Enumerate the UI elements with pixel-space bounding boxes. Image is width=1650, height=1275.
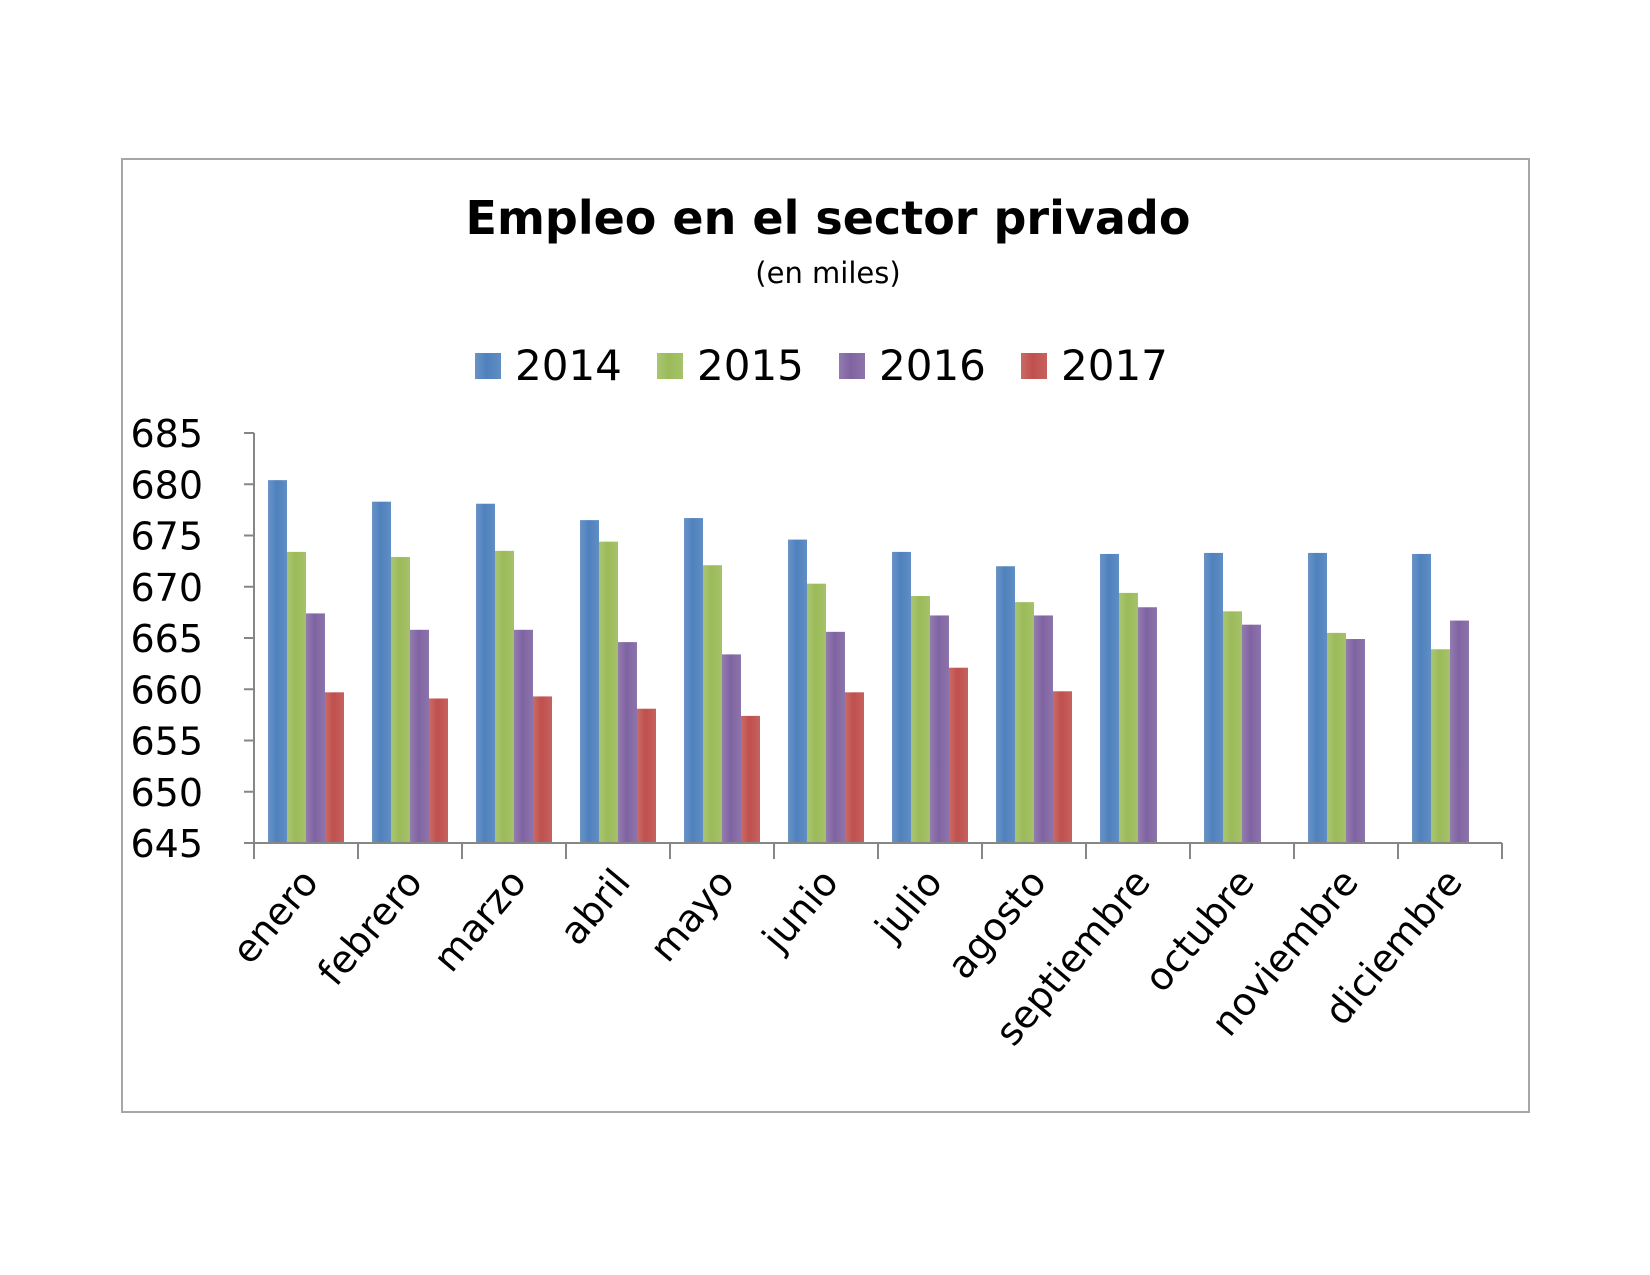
y-tick-label: 660: [130, 668, 203, 712]
bar-2014-diciembre: [1412, 553, 1431, 843]
bar-2015-julio: [911, 595, 930, 843]
y-tick-label: 650: [130, 771, 203, 815]
bar-2015-septiembre: [1119, 592, 1138, 843]
bar-2015-marzo: [495, 550, 514, 843]
bar-2014-febrero: [372, 501, 391, 843]
y-tick-label: 645: [130, 822, 203, 866]
bar-2016-agosto: [1034, 615, 1053, 843]
y-tick-label: 655: [130, 720, 203, 764]
chart-svg: Empleo en el sector privado (en miles) 2…: [130, 191, 1503, 1054]
bar-2014-julio: [892, 551, 911, 843]
legend-swatch-2015: [657, 353, 683, 379]
y-tick-label: 675: [130, 515, 203, 559]
bar-2014-octubre: [1204, 552, 1223, 843]
bar-2014-mayo: [684, 518, 703, 843]
x-tick-label-junio: junio: [753, 861, 847, 961]
y-tick-label: 685: [130, 412, 203, 456]
chart-frame: Empleo en el sector privado (en miles) 2…: [121, 158, 1530, 1113]
bar-2014-junio: [788, 539, 807, 843]
bar-2017-mayo: [741, 715, 760, 843]
bar-2016-junio: [826, 631, 845, 843]
bar-2015-noviembre: [1327, 632, 1346, 843]
y-tick-label: 665: [130, 617, 203, 661]
chart-subtitle: (en miles): [755, 256, 900, 290]
x-tick-label-enero: enero: [223, 861, 327, 973]
y-axis: 645 650 655 660 665 670 675 680 685: [130, 412, 255, 866]
legend-label-2016: 2016: [879, 341, 986, 390]
x-tick-label-julio: julio: [866, 861, 951, 951]
bar-2017-febrero: [429, 698, 448, 843]
bar-2015-diciembre: [1431, 649, 1450, 843]
legend-swatch-2017: [1021, 353, 1047, 379]
legend: 2014 2015 2016 2017: [475, 341, 1168, 390]
bar-2014-noviembre: [1308, 552, 1327, 843]
bars: [268, 480, 1469, 843]
x-tick-label-marzo: marzo: [425, 861, 535, 981]
legend-label-2017: 2017: [1061, 341, 1168, 390]
bar-2015-agosto: [1015, 602, 1034, 843]
bar-2014-septiembre: [1100, 553, 1119, 843]
bar-2016-marzo: [514, 629, 533, 843]
bar-2016-febrero: [410, 629, 429, 843]
x-tick-label-mayo: mayo: [641, 861, 743, 971]
legend-swatch-2014: [475, 353, 501, 379]
bar-2016-diciembre: [1450, 620, 1469, 843]
bar-2015-febrero: [391, 557, 410, 843]
bar-2015-enero: [287, 551, 306, 843]
x-tick-label-abril: abril: [551, 861, 639, 954]
legend-swatch-2016: [839, 353, 865, 379]
bar-2016-abril: [618, 642, 637, 843]
bar-2015-mayo: [703, 565, 722, 843]
bar-2016-julio: [930, 615, 949, 843]
bar-2017-marzo: [533, 696, 552, 843]
bar-2016-noviembre: [1346, 639, 1365, 843]
legend-label-2015: 2015: [697, 341, 804, 390]
bar-2014-agosto: [996, 566, 1015, 843]
bar-2014-enero: [268, 480, 287, 843]
legend-label-2014: 2014: [515, 341, 622, 390]
bar-2017-abril: [637, 708, 656, 843]
x-tick-label-febrero: febrero: [309, 861, 431, 994]
chart-title: Empleo en el sector privado: [466, 191, 1191, 245]
y-tick-label: 670: [130, 566, 203, 610]
bar-2015-junio: [807, 583, 826, 843]
bar-2015-octubre: [1223, 611, 1242, 843]
bar-2016-septiembre: [1138, 607, 1157, 843]
bar-2017-julio: [949, 667, 968, 843]
bar-2015-abril: [599, 541, 618, 843]
bar-2014-abril: [580, 520, 599, 843]
bar-2017-junio: [845, 692, 864, 843]
bar-2016-octubre: [1242, 624, 1261, 843]
bar-2014-marzo: [476, 503, 495, 843]
bar-2017-enero: [325, 692, 344, 843]
bar-2016-mayo: [722, 654, 741, 843]
bar-2016-enero: [306, 613, 325, 843]
bar-2017-agosto: [1053, 691, 1072, 843]
y-tick-label: 680: [130, 463, 203, 507]
